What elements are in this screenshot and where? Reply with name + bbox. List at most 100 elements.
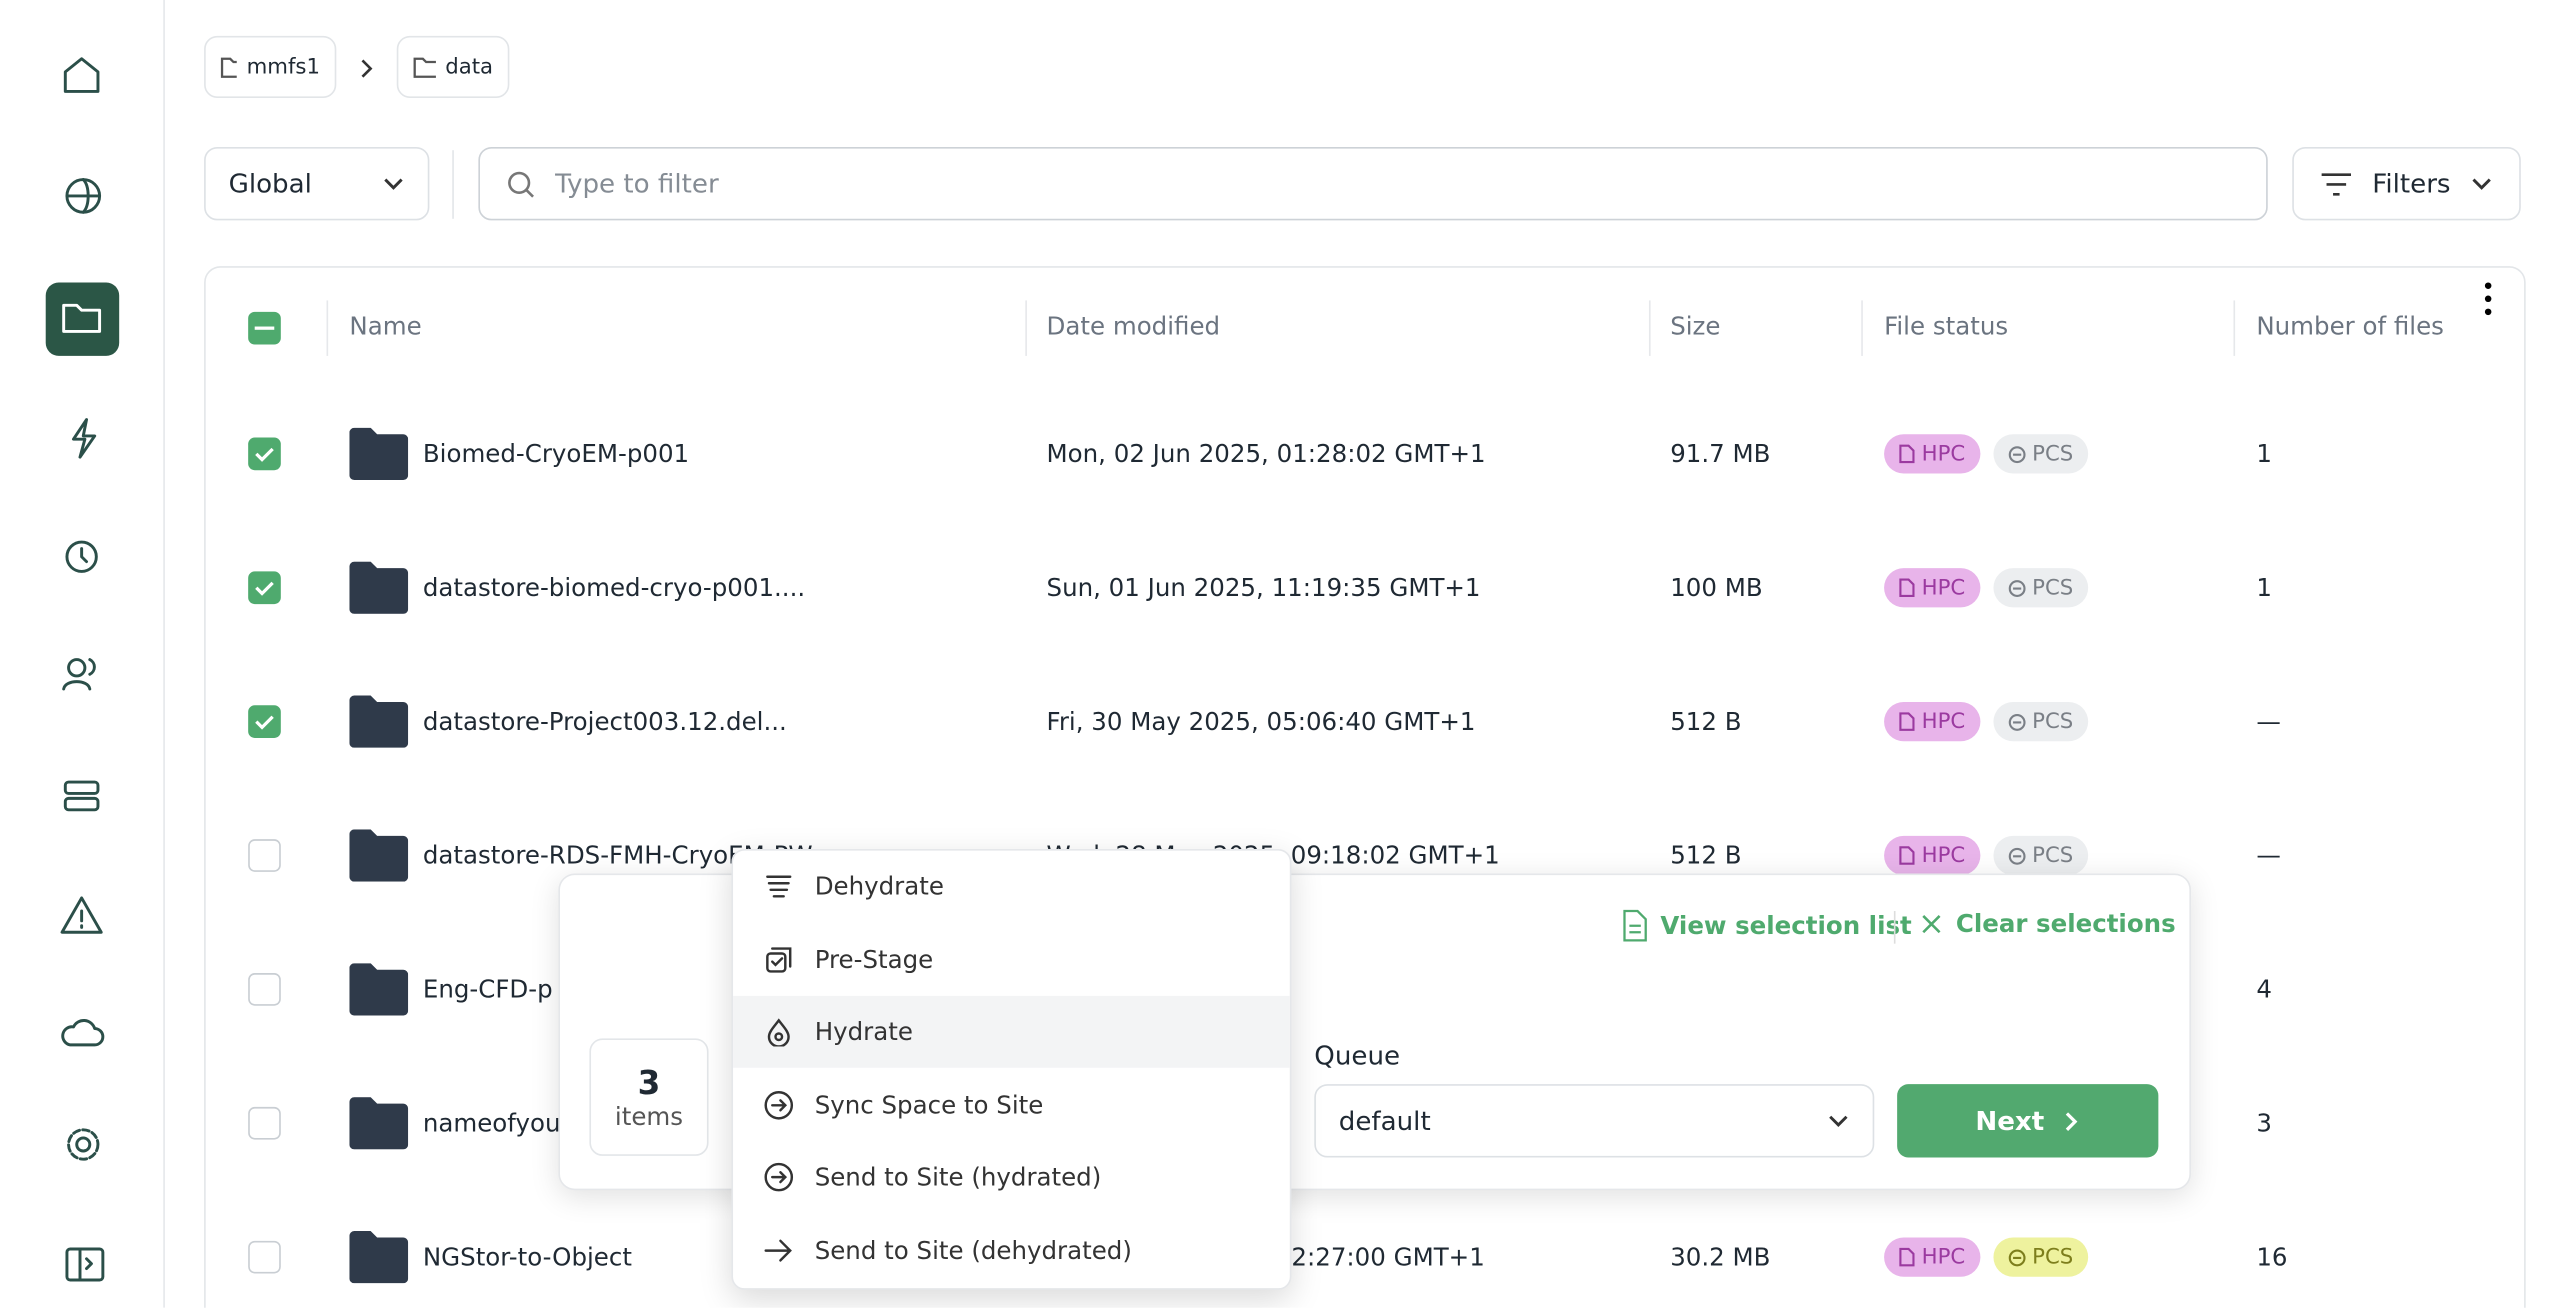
file-name: Biomed-CryoEM-p001 [422, 439, 690, 469]
column-divider [326, 300, 329, 356]
folder-icon [349, 963, 409, 1022]
menu-icon [764, 1090, 794, 1120]
file-size: 91.7 MB [1670, 439, 1771, 469]
count-value: 3 [637, 1062, 661, 1103]
status-label: HPC [1921, 709, 1966, 734]
status-badges: HPC PCS [1884, 1237, 2101, 1277]
row-checkbox[interactable] [248, 705, 281, 738]
menu-item[interactable]: Send to Site (hydrated) [733, 1142, 1290, 1214]
queue-value: default [1338, 1105, 1431, 1137]
status-label: PCS [2032, 1244, 2074, 1270]
menu-icon [764, 945, 793, 974]
file-name: datastore-biomed-cryo-p001.... [422, 573, 806, 603]
folder-icon [349, 1231, 409, 1290]
file-size: 30.2 MB [1670, 1242, 1771, 1272]
status-badge: PCS [1992, 1237, 2088, 1277]
status-badges: HPC PCS [1884, 702, 2101, 742]
menu-icon [764, 872, 793, 901]
status-badges: HPC PCS [1884, 568, 2101, 608]
breadcrumb-separator [361, 59, 373, 78]
divider [452, 150, 454, 219]
row-checkbox[interactable] [248, 839, 281, 872]
file-size: 100 MB [1670, 573, 1763, 603]
table-row[interactable]: NGStor-to-Object 2:27:00 GMT+1 30.2 MB HPC P… [206, 1224, 2524, 1289]
scope-value: Global [228, 168, 312, 200]
status-label: HPC [1921, 1244, 1966, 1270]
menu-label: Dehydrate [814, 871, 944, 902]
status-label: PCS [2032, 575, 2074, 600]
menu-icon [764, 1236, 793, 1265]
view-selection-list[interactable]: View selection list [1621, 909, 1912, 942]
table-row[interactable]: Biomed-CryoEM-p001 Mon, 02 Jun 2025, 01:2… [206, 421, 2524, 486]
breadcrumb-label: mmfs1 [246, 54, 320, 80]
queue-label: Queue [1314, 1039, 1401, 1072]
column-header: Size [1670, 311, 1721, 342]
status-badge: PCS [1992, 835, 2088, 876]
file-name: NGStor-to-Object [422, 1242, 632, 1272]
active-nav[interactable] [45, 282, 120, 356]
menu-label: Send to Site (dehydrated) [814, 1235, 1132, 1266]
divider [1893, 911, 1896, 944]
status-label: PCS [2032, 709, 2074, 734]
table-row[interactable]: nameofyour 3 [206, 1091, 2524, 1156]
status-badge: HPC [1884, 568, 1980, 608]
table-row[interactable]: Eng-CFD-p 4 [206, 957, 2524, 1022]
filters-button[interactable]: Filters [2292, 146, 2521, 221]
column-header: Number of files [2256, 311, 2444, 342]
row-checkbox[interactable] [248, 571, 281, 605]
table-row[interactable]: datastore-biomed-cryo-p001.... Sun, 01 Ju… [206, 555, 2524, 620]
filter-input[interactable]: Type to filter [478, 146, 2268, 221]
menu-label: Hydrate [814, 1017, 913, 1047]
column-divider [1025, 300, 1027, 356]
next-button[interactable]: Next [1897, 1084, 2159, 1158]
date-modified: Fri, 30 May 2025, 05:06:40 GMT+1 [1046, 706, 1476, 737]
menu-label: Sync Space to Site [814, 1090, 1044, 1120]
folder-icon [349, 829, 409, 888]
clear-selections[interactable]: Clear selections [1922, 909, 2176, 939]
selected-count: 3 items [589, 1038, 709, 1156]
folder-icon [349, 427, 409, 487]
queue-select[interactable]: default [1314, 1084, 1875, 1158]
status-badge: PCS [1992, 702, 2088, 742]
breadcrumb-item[interactable]: data [396, 35, 510, 98]
table-row[interactable]: datastore-Project003.12.del... Fri, 30 Ma… [206, 689, 2524, 754]
menu-item[interactable]: Send to Site (dehydrated) [733, 1215, 1290, 1287]
file-count: 1 [2256, 573, 2272, 603]
more-menu[interactable] [2482, 281, 2495, 320]
file-count: 3 [2256, 1108, 2272, 1138]
row-checkbox[interactable] [248, 973, 281, 1006]
file-name: nameofyour [422, 1108, 571, 1138]
folder-icon [349, 561, 409, 621]
menu-item[interactable]: Sync Space to Site [733, 1069, 1290, 1141]
select-all-checkbox[interactable] [248, 311, 281, 345]
date-modified: 2:27:00 GMT+1 [1291, 1242, 1485, 1272]
menu-item[interactable]: Hydrate [733, 996, 1290, 1069]
status-label: HPC [1921, 575, 1966, 600]
file-size: 512 B [1670, 840, 1742, 871]
status-label: HPC [1921, 441, 1966, 467]
status-badge: HPC [1884, 835, 1980, 876]
status-label: HPC [1921, 843, 1966, 868]
filter-placeholder: Type to filter [555, 168, 719, 200]
folder-icon [349, 695, 409, 755]
menu-icon [764, 1017, 793, 1047]
column-divider [1648, 300, 1651, 356]
file-count: 4 [2256, 974, 2272, 1005]
scope-select[interactable]: Global [204, 146, 430, 221]
row-checkbox[interactable] [248, 1106, 281, 1140]
column-header: File status [1884, 311, 2009, 342]
file-name: datastore-Project003.12.del... [422, 706, 787, 737]
file-count: 16 [2256, 1242, 2288, 1272]
menu-item[interactable]: Dehydrate [733, 851, 1290, 923]
sidebar [0, 0, 165, 1308]
row-checkbox[interactable] [248, 1240, 281, 1274]
file-count: 1 [2256, 439, 2272, 469]
folder-icon [349, 1097, 409, 1156]
next-label: Next [1975, 1105, 2045, 1137]
status-label: PCS [2032, 441, 2074, 467]
row-checkbox[interactable] [248, 437, 281, 471]
column-divider [2233, 300, 2236, 356]
breadcrumb-item[interactable]: mmfs1 [204, 35, 337, 98]
menu-item[interactable]: Pre-Stage [733, 923, 1290, 995]
